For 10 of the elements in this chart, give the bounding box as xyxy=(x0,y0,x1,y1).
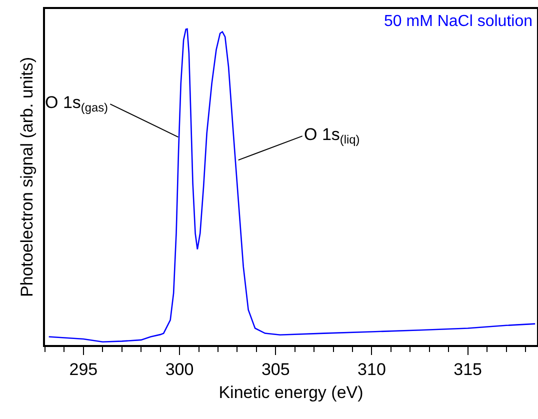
x-tick-label: 295 xyxy=(69,360,98,380)
x-tick-label: 310 xyxy=(358,360,386,380)
x-tick-label: 305 xyxy=(261,360,290,380)
x-tick-label: 315 xyxy=(454,360,482,380)
x-axis-title: Kinetic energy (eV) xyxy=(218,383,364,402)
annotation: O 1s$_{(liq)}$ xyxy=(304,125,360,147)
y-axis-title: Photoelectron signal (arb. units) xyxy=(17,56,36,298)
annotation: O 1s$_{(gas)}$ xyxy=(45,93,108,115)
x-tick-label: 300 xyxy=(165,360,194,380)
annotation: 50 mM NaCl solution xyxy=(384,13,532,30)
